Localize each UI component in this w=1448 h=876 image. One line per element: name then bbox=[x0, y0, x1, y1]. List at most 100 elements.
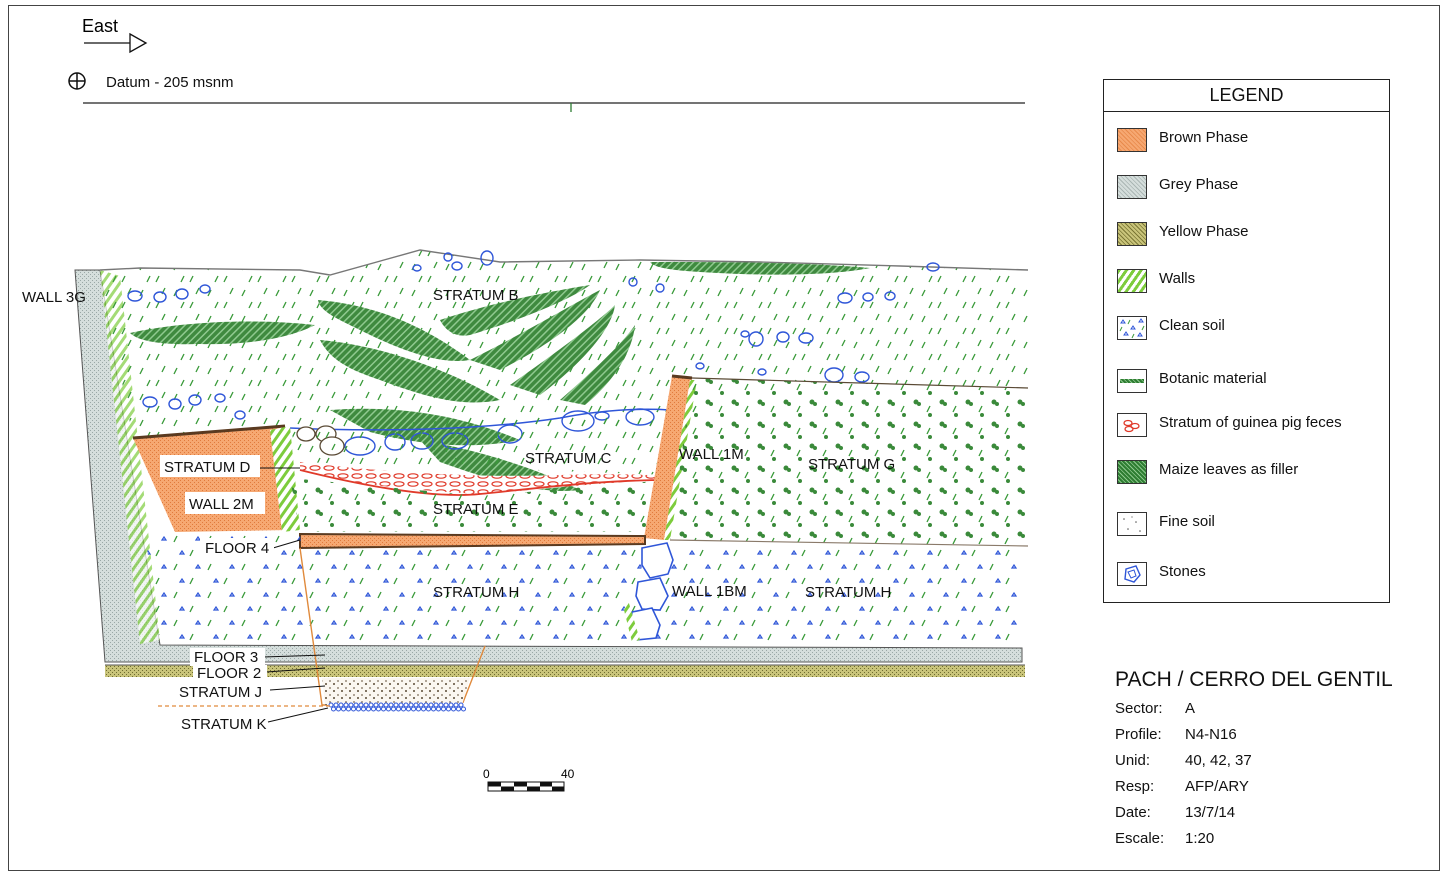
stratum-k-stone bbox=[461, 706, 466, 712]
clean-soil-swatch bbox=[1117, 316, 1147, 340]
info-key: Profile: bbox=[1115, 726, 1162, 743]
legend-title: LEGEND bbox=[1104, 80, 1389, 112]
stratum-k-stone bbox=[391, 706, 396, 712]
drawing-frame bbox=[8, 5, 1440, 871]
stratum-k-stone bbox=[343, 702, 349, 708]
stratum-h-left-fill-a bbox=[145, 534, 318, 646]
stratum-k-stone bbox=[406, 706, 411, 712]
legend-label: Walls bbox=[1159, 270, 1196, 287]
legend-label: Stratum of guinea pig feces bbox=[1159, 414, 1342, 431]
legend-item-guinea-pig-feces: Stratum of guinea pig feces bbox=[1117, 413, 1374, 437]
profile-labels: WALL 3G STRATUM B STRATUM C STRATUM D WA… bbox=[22, 287, 895, 733]
stratum-k-stone bbox=[398, 702, 404, 708]
legend-label: Clean soil bbox=[1159, 317, 1225, 334]
stratum-k-stone bbox=[431, 706, 436, 712]
fine-soil-swatch bbox=[1117, 512, 1147, 536]
stratum-k-stone bbox=[368, 702, 374, 708]
label-floor-2: FLOOR 2 bbox=[197, 665, 261, 682]
stratum-k-stone bbox=[356, 706, 361, 712]
stratum-k-stone bbox=[408, 702, 414, 708]
label-stratum-h-left: STRATUM H bbox=[433, 584, 519, 601]
stratum-k-stone bbox=[331, 706, 336, 712]
stratum-k-stone bbox=[451, 706, 456, 712]
yellow-phase-swatch bbox=[1117, 222, 1147, 246]
stratum-k-stone bbox=[428, 702, 434, 708]
wall-2m-brown-phase bbox=[133, 426, 290, 532]
wall-1m bbox=[644, 376, 692, 540]
stratum-k-stone bbox=[396, 706, 401, 712]
datum-label: Datum - 205 msnm bbox=[106, 74, 234, 91]
info-row-resp: Resp: AFP/ARY bbox=[1115, 774, 1393, 800]
legend-label: Fine soil bbox=[1159, 513, 1215, 530]
stratum-k-stone bbox=[376, 706, 381, 712]
stratum-k-stone bbox=[333, 702, 339, 708]
stratum-k-stone bbox=[371, 706, 376, 712]
info-key: Resp: bbox=[1115, 778, 1155, 795]
brown-phase-swatch bbox=[1117, 128, 1147, 152]
label-wall-2m: WALL 2M bbox=[189, 496, 254, 513]
legend-item-clean-soil: Clean soil bbox=[1117, 316, 1374, 340]
legend-label: Stones bbox=[1159, 563, 1206, 580]
yellow-phase-band bbox=[105, 665, 1025, 677]
info-key: Sector: bbox=[1115, 700, 1163, 717]
info-key: Escale: bbox=[1115, 830, 1165, 847]
stratum-k-stone bbox=[328, 702, 334, 708]
stratum-k-stone bbox=[386, 706, 391, 712]
stratum-c-fill bbox=[290, 410, 670, 475]
guinea-pig-feces-layer bbox=[300, 462, 668, 494]
stratum-k-stone bbox=[458, 702, 464, 708]
stratum-g-fill bbox=[670, 378, 1028, 546]
stratum-j-fine-soil bbox=[322, 678, 470, 705]
legend-item-yellow-phase: Yellow Phase bbox=[1117, 222, 1374, 246]
grey-phase-swatch bbox=[1117, 175, 1147, 199]
info-row-date: Date: 13/7/14 bbox=[1115, 800, 1393, 826]
legend-label: Maize leaves as filler bbox=[1159, 461, 1299, 478]
stratum-b-fill bbox=[100, 250, 1028, 438]
legend-item-grey-phase: Grey Phase bbox=[1117, 175, 1374, 199]
legend-box: LEGEND Brown Phase Grey Phase Yellow Pha… bbox=[1103, 79, 1390, 603]
stratum-k-stone bbox=[361, 706, 366, 712]
label-floor-4: FLOOR 4 bbox=[205, 540, 269, 557]
legend-item-maize-leaves: Maize leaves as filler bbox=[1117, 460, 1374, 484]
stratum-k-stone bbox=[358, 702, 364, 708]
info-value: 13/7/14 bbox=[1185, 804, 1236, 821]
scale-bar-end: 40 bbox=[561, 767, 575, 781]
label-stratum-j: STRATUM J bbox=[179, 684, 262, 701]
stratum-k-stone bbox=[441, 706, 446, 712]
drawing-info: PACH / CERRO DEL GENTIL Sector: A Profile… bbox=[1115, 668, 1393, 852]
east-arrow-icon bbox=[84, 32, 148, 54]
stratum-k-stone bbox=[443, 702, 449, 708]
walls-swatch bbox=[1117, 269, 1147, 293]
stratum-k-stone bbox=[413, 702, 419, 708]
info-key: Date: bbox=[1115, 804, 1151, 821]
stratum-k-stone bbox=[338, 702, 344, 708]
legend-label: Grey Phase bbox=[1159, 176, 1239, 193]
stratum-h-right-fill bbox=[640, 545, 1022, 646]
site-title: PACH / CERRO DEL GENTIL bbox=[1115, 668, 1393, 691]
info-value: N4-N16 bbox=[1185, 726, 1237, 743]
info-row-sector: Sector: A bbox=[1115, 696, 1393, 722]
stratum-k-stone bbox=[426, 706, 431, 712]
info-key: Unid: bbox=[1115, 752, 1151, 769]
stratum-k-stone bbox=[366, 706, 371, 712]
stones-swatch bbox=[1117, 562, 1147, 586]
label-wall-1bm: WALL 1BM bbox=[672, 583, 747, 600]
stratum-k-stone bbox=[401, 706, 406, 712]
stratum-k-stone bbox=[423, 702, 429, 708]
label-stratum-d: STRATUM D bbox=[164, 459, 251, 476]
stratum-k-stone bbox=[341, 706, 346, 712]
label-stratum-g: STRATUM G bbox=[808, 456, 895, 473]
stratum-k-stone bbox=[448, 702, 454, 708]
stratum-k-stone bbox=[381, 706, 386, 712]
stratum-k-stone bbox=[388, 702, 394, 708]
stratum-k-stone bbox=[433, 702, 439, 708]
info-value: 40, 42, 37 bbox=[1185, 752, 1252, 769]
stratum-k-stone bbox=[383, 702, 389, 708]
stratum-k-stone bbox=[346, 706, 351, 712]
stratum-k-stone bbox=[393, 702, 399, 708]
label-stratum-e: STRATUM E bbox=[433, 501, 519, 518]
label-stratum-k: STRATUM K bbox=[181, 716, 267, 733]
legend-item-botanic-material: Botanic material bbox=[1117, 369, 1374, 393]
stratum-k-stone bbox=[446, 706, 451, 712]
